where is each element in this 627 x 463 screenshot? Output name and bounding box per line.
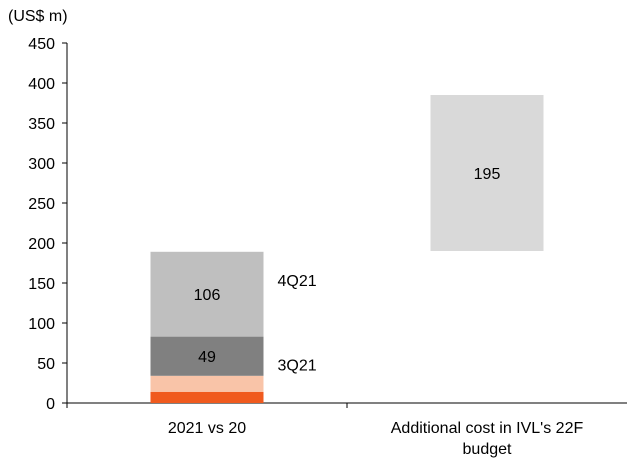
y-tick-label: 350 — [28, 116, 55, 133]
bar-segment — [150, 391, 264, 403]
bars — [150, 95, 544, 403]
x-tick-label: 2021 vs 20 — [168, 420, 246, 437]
y-tick-label: 50 — [37, 356, 55, 373]
labels: 49 3Q21 106 4Q21 195 — [194, 166, 501, 375]
segment-side-label: 3Q21 — [278, 358, 317, 375]
axes: 0 50 100 150 200 250 300 350 400 450 2021 vs 20 Add… — [28, 36, 627, 458]
y-tick-label: 200 — [28, 236, 55, 253]
y-tick-label: 150 — [28, 276, 55, 293]
data-label: 49 — [198, 349, 216, 366]
bar-segment — [150, 251, 264, 337]
bar-segment — [150, 375, 264, 392]
data-label: 195 — [474, 166, 501, 183]
bar-segment — [430, 95, 544, 251]
y-tick-label: 0 — [46, 396, 55, 413]
x-tick-label: Additional cost in IVL's 22F — [391, 420, 584, 437]
x-tick-label: budget — [463, 441, 512, 458]
y-tick-label: 400 — [28, 76, 55, 93]
y-tick-label: 100 — [28, 316, 55, 333]
data-label: 106 — [194, 287, 221, 304]
segment-side-label: 4Q21 — [278, 273, 317, 290]
y-tick-label: 250 — [28, 196, 55, 213]
y-unit-label: (US$ m) — [8, 8, 68, 25]
bar-segment — [150, 336, 264, 376]
y-tick-label: 300 — [28, 156, 55, 173]
y-tick-label: 450 — [28, 36, 55, 53]
